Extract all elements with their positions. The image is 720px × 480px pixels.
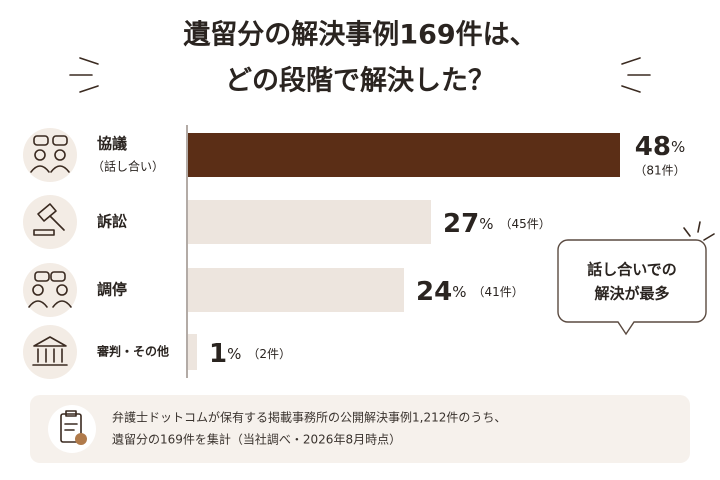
callout-text: 話し合いでの (587, 261, 677, 279)
value-number: 24 (416, 277, 452, 307)
callout-text: 解決が最多 (594, 285, 669, 303)
footer-note: 弁護士ドットコムが保有する掲載事務所の公開解決事例1,212件のうち、 (112, 410, 506, 425)
value-unit: % (227, 345, 241, 363)
chart-title: 遺留分の解決事例169件は、 (183, 20, 536, 51)
value-number: 48 (635, 132, 671, 162)
value-number: 27 (443, 209, 479, 239)
category-note: （話し合い） (92, 159, 164, 174)
value-unit: % (479, 215, 493, 233)
count-label: （41件） (472, 285, 523, 299)
value-label: 24% （41件） (416, 277, 524, 307)
value-unit: % (671, 138, 685, 156)
footer-note: 遺留分の169件を集計（当社調べ・2026年8月時点） (112, 432, 401, 447)
category-icons (23, 128, 77, 379)
bar (188, 133, 620, 177)
category-label: 調停 (97, 281, 127, 299)
footer-icon (48, 405, 96, 453)
bar (188, 200, 431, 244)
category-label: 審判・その他 (96, 344, 169, 359)
category-label: 訴訟 (97, 213, 127, 231)
value-label: 48% (635, 132, 685, 162)
chart-title: どの段階で解決した？ (225, 66, 495, 97)
value-label: 27% （45件） (443, 209, 551, 239)
count-label: （45件） (499, 217, 550, 231)
category-label: 協議 (97, 135, 127, 153)
bar (188, 334, 197, 370)
bar (188, 268, 404, 312)
title-decoration (69, 57, 651, 93)
callout: 話し合いでの 解決が最多 (557, 221, 715, 336)
footer-box (30, 395, 690, 463)
count-label: （2件） (247, 347, 291, 361)
value-unit: % (452, 283, 466, 301)
value-label: 1% （2件） (209, 339, 291, 369)
value-number: 1 (209, 339, 227, 369)
count-label: （81件） (634, 164, 685, 178)
